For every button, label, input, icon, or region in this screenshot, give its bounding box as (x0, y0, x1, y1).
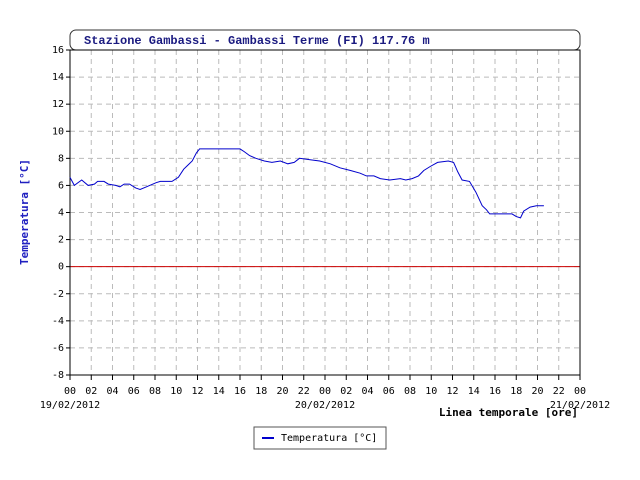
x-tick-label: 10 (425, 386, 437, 397)
x-tick-label: 00 (319, 386, 331, 397)
x-tick-label: 06 (383, 386, 395, 397)
y-tick-label: -4 (52, 316, 64, 327)
x-tick-label: 16 (234, 386, 246, 397)
y-tick-label: -2 (52, 289, 64, 300)
x-tick-label: 20 (276, 386, 288, 397)
y-tick-label: 4 (58, 208, 64, 219)
x-tick-label: 12 (191, 386, 203, 397)
series-line (69, 148, 544, 219)
y-axis-label: Temperatura [°C] (18, 159, 31, 265)
x-tick-label: 20 (531, 386, 543, 397)
x-tick-label: 12 (446, 386, 458, 397)
y-tick-label: 12 (52, 99, 64, 110)
y-tick-label: 8 (58, 153, 64, 164)
x-tick-label: 22 (298, 386, 310, 397)
legend-label: Temperatura [°C] (281, 433, 377, 444)
x-tick-label: 06 (128, 386, 140, 397)
x-tick-label: 04 (106, 386, 118, 397)
y-tick-label: 14 (52, 72, 64, 83)
y-tick-label: 2 (58, 235, 64, 246)
date-label: 20/02/2012 (295, 400, 355, 411)
y-tick-label: 6 (58, 180, 64, 191)
x-tick-label: 00 (574, 386, 586, 397)
x-tick-label: 08 (404, 386, 416, 397)
y-tick-label: 16 (52, 45, 64, 56)
x-tick-label: 18 (510, 386, 522, 397)
x-tick-label: 16 (489, 386, 501, 397)
chart-title: Stazione Gambassi - Gambassi Terme (FI) … (84, 34, 430, 48)
x-tick-label: 14 (468, 386, 480, 397)
y-tick-label: 10 (52, 126, 64, 137)
y-tick-label: -6 (52, 343, 64, 354)
y-tick-label: 0 (58, 262, 64, 273)
x-tick-label: 18 (255, 386, 267, 397)
legend-box (253, 426, 387, 450)
x-tick-label: 00 (64, 386, 76, 397)
x-tick-label: 04 (361, 386, 373, 397)
x-axis-label: Linea temporale [ore] (439, 406, 578, 419)
x-tick-label: 14 (213, 386, 225, 397)
x-tick-label: 02 (340, 386, 352, 397)
date-label: 21/02/2012 (550, 400, 610, 411)
plot-frame (69, 49, 581, 376)
date-label: 19/02/2012 (40, 400, 100, 411)
x-tick-label: 02 (85, 386, 97, 397)
x-tick-label: 22 (553, 386, 565, 397)
y-tick-label: -8 (52, 370, 64, 381)
x-tick-label: 10 (170, 386, 182, 397)
x-tick-label: 08 (149, 386, 161, 397)
